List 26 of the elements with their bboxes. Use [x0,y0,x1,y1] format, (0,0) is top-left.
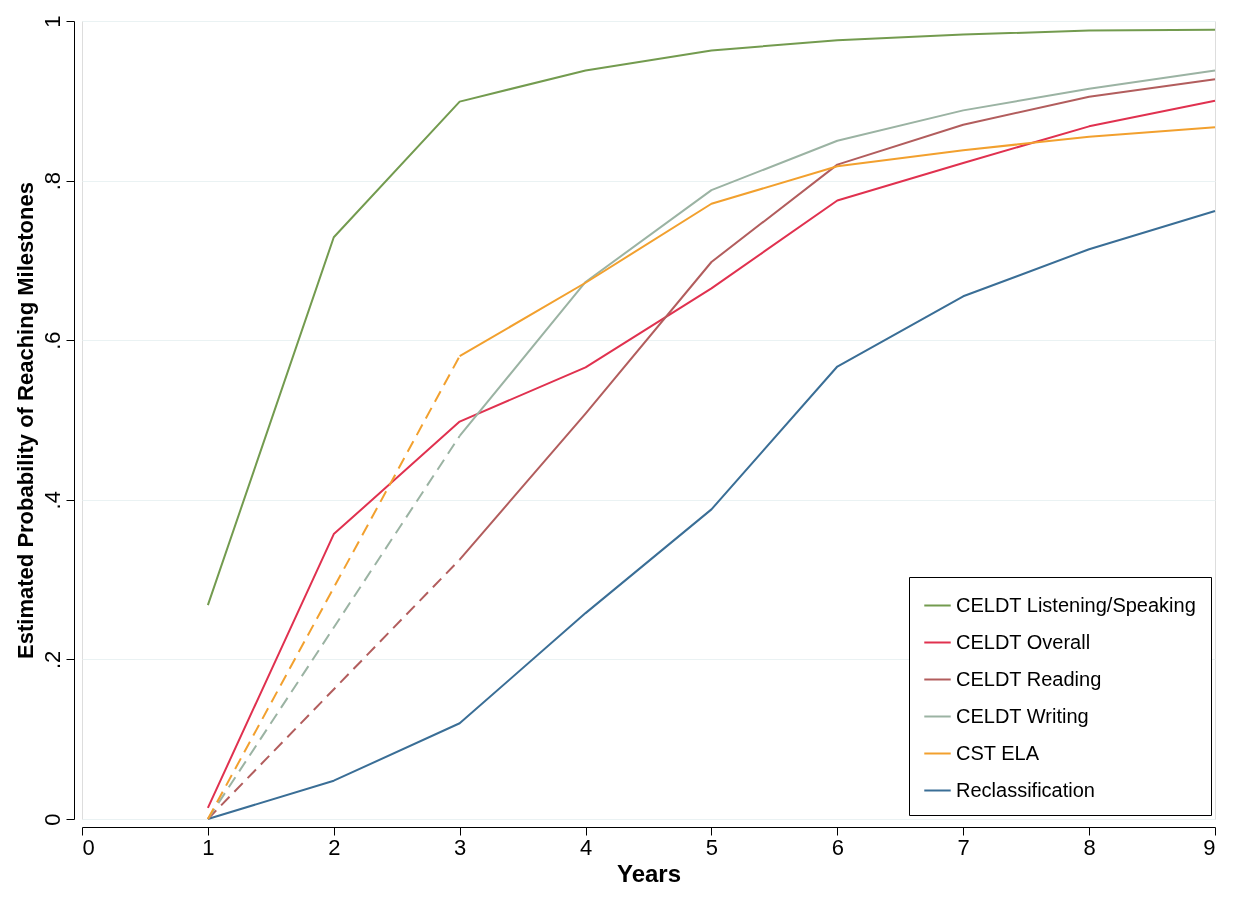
x-tick-label: 3 [454,834,467,860]
y-tick-label: .8 [39,171,65,191]
y-tick-label: 1 [39,15,65,28]
x-tick-label: 6 [831,834,844,860]
legend-label: Reclassification [956,778,1095,801]
legend-label: CELDT Reading [956,667,1102,690]
x-tick-label: 2 [328,834,341,860]
x-axis-title: Years [616,859,682,887]
x-tick-label: 4 [579,834,593,860]
legend-label: CELDT Writing [956,704,1089,727]
x-tick-label: 1 [202,834,215,860]
legend-label: CELDT Listening/Speaking [956,593,1196,616]
x-tick-label: 7 [957,834,970,860]
y-axis-title: Estimated Probability of Reaching Milestones [12,182,38,659]
line-series [206,209,1216,820]
legend-label: CST ELA [956,741,1040,764]
legend-label: CELDT Overall [956,630,1091,653]
x-tick-label: 8 [1083,834,1096,860]
x-tick-label: 5 [705,834,719,860]
y-tick-label: .6 [39,331,65,350]
x-tick-label: 0 [82,834,95,860]
line-series [206,99,1216,809]
y-tick-label: 0 [39,813,65,826]
y-tick-label: .2 [39,650,65,670]
y-tick-label: .4 [39,491,65,510]
x-tick-label: 9 [1203,834,1216,860]
